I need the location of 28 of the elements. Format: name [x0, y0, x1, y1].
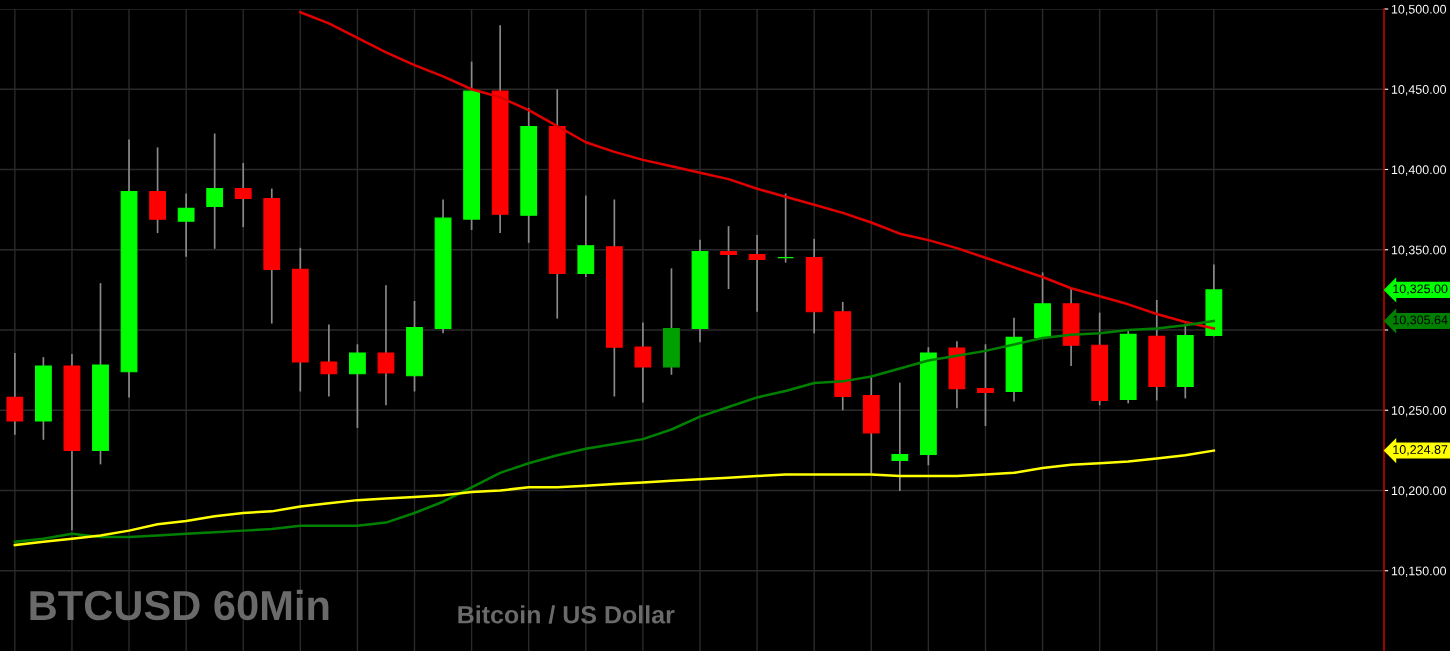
- y-tick-label: 10,350.00: [1391, 245, 1447, 256]
- y-tick-label: 10,400.00: [1391, 165, 1447, 176]
- line-series: [13, 449, 1216, 547]
- candlestick: [720, 225, 737, 290]
- text: 10,305.64: [1393, 315, 1448, 326]
- y-tick-label: 10,250.00: [1391, 406, 1447, 417]
- candlestick: [748, 234, 766, 313]
- candlestick: [206, 132, 224, 250]
- candlestick: [891, 381, 909, 492]
- candlestick: [320, 323, 338, 398]
- candlestick: [634, 321, 652, 404]
- candlestick: [977, 343, 994, 427]
- y-tick-label: 10,200.00: [1391, 486, 1447, 497]
- candlestick: [377, 284, 395, 407]
- text: BTCUSD 60Min: [30, 589, 329, 621]
- candlestick: [177, 192, 195, 258]
- candlestick: [234, 162, 252, 228]
- candlestick: [777, 192, 795, 264]
- text: Bitcoin / US Dollar: [458, 605, 675, 624]
- line-series: [299, 10, 1216, 330]
- line-series: [13, 319, 1216, 544]
- y-tick-label: 10,450.00: [1391, 85, 1447, 96]
- y-tick-label: 10,500.00: [1391, 4, 1447, 16]
- candlestick: [6, 352, 24, 436]
- text: 10,224.87: [1393, 445, 1448, 456]
- text: 10,325.00: [1393, 284, 1448, 295]
- candlestick: [349, 343, 366, 429]
- y-tick-label: 10,150.00: [1391, 566, 1447, 577]
